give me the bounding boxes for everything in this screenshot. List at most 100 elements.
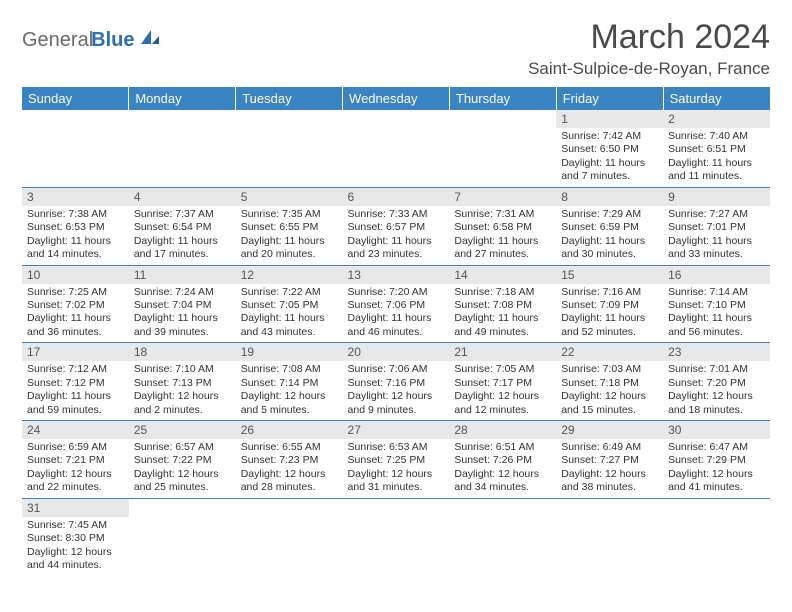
calendar-day-cell: 12Sunrise: 7:22 AMSunset: 7:05 PMDayligh… — [236, 265, 343, 343]
calendar-day-cell: 27Sunrise: 6:53 AMSunset: 7:25 PMDayligh… — [343, 421, 450, 499]
day-info: Sunrise: 7:08 AMSunset: 7:14 PMDaylight:… — [236, 361, 343, 420]
logo: GeneralBlue — [22, 18, 161, 52]
day-number: 25 — [129, 421, 236, 439]
day-number: 29 — [556, 421, 663, 439]
day-info: Sunrise: 7:22 AMSunset: 7:05 PMDaylight:… — [236, 284, 343, 343]
day-number: 12 — [236, 266, 343, 284]
header: GeneralBlue March 2024 Saint-Sulpice-de-… — [22, 18, 770, 79]
day-number: 7 — [449, 188, 556, 206]
day-info: Sunrise: 7:25 AMSunset: 7:02 PMDaylight:… — [22, 284, 129, 343]
calendar-day-cell — [556, 498, 663, 575]
calendar-day-cell: 21Sunrise: 7:05 AMSunset: 7:17 PMDayligh… — [449, 343, 556, 421]
calendar-day-cell — [236, 498, 343, 575]
calendar-day-cell: 19Sunrise: 7:08 AMSunset: 7:14 PMDayligh… — [236, 343, 343, 421]
day-number: 31 — [22, 499, 129, 517]
calendar-day-cell: 18Sunrise: 7:10 AMSunset: 7:13 PMDayligh… — [129, 343, 236, 421]
day-number: 23 — [663, 343, 770, 361]
calendar-day-cell: 23Sunrise: 7:01 AMSunset: 7:20 PMDayligh… — [663, 343, 770, 421]
calendar-day-cell: 31Sunrise: 7:45 AMSunset: 8:30 PMDayligh… — [22, 498, 129, 575]
day-info: Sunrise: 7:16 AMSunset: 7:09 PMDaylight:… — [556, 284, 663, 343]
day-info: Sunrise: 7:31 AMSunset: 6:58 PMDaylight:… — [449, 206, 556, 265]
weekday-header: Saturday — [663, 87, 770, 110]
weekday-header: Thursday — [449, 87, 556, 110]
day-number: 20 — [343, 343, 450, 361]
location-label: Saint-Sulpice-de-Royan, France — [528, 59, 770, 79]
calendar-day-cell — [22, 110, 129, 187]
calendar-day-cell — [449, 498, 556, 575]
calendar-day-cell: 6Sunrise: 7:33 AMSunset: 6:57 PMDaylight… — [343, 187, 450, 265]
day-number: 9 — [663, 188, 770, 206]
calendar-day-cell: 16Sunrise: 7:14 AMSunset: 7:10 PMDayligh… — [663, 265, 770, 343]
day-info: Sunrise: 7:06 AMSunset: 7:16 PMDaylight:… — [343, 361, 450, 420]
day-number: 11 — [129, 266, 236, 284]
day-number: 24 — [22, 421, 129, 439]
day-number: 19 — [236, 343, 343, 361]
day-number: 15 — [556, 266, 663, 284]
calendar-week-row: 31Sunrise: 7:45 AMSunset: 8:30 PMDayligh… — [22, 498, 770, 575]
day-info: Sunrise: 7:29 AMSunset: 6:59 PMDaylight:… — [556, 206, 663, 265]
calendar-day-cell — [663, 498, 770, 575]
day-number: 2 — [663, 110, 770, 128]
calendar-day-cell: 10Sunrise: 7:25 AMSunset: 7:02 PMDayligh… — [22, 265, 129, 343]
day-info: Sunrise: 7:42 AMSunset: 6:50 PMDaylight:… — [556, 128, 663, 187]
weekday-header: Tuesday — [236, 87, 343, 110]
calendar-day-cell: 11Sunrise: 7:24 AMSunset: 7:04 PMDayligh… — [129, 265, 236, 343]
calendar-day-cell: 17Sunrise: 7:12 AMSunset: 7:12 PMDayligh… — [22, 343, 129, 421]
day-info: Sunrise: 6:47 AMSunset: 7:29 PMDaylight:… — [663, 439, 770, 498]
calendar-day-cell: 4Sunrise: 7:37 AMSunset: 6:54 PMDaylight… — [129, 187, 236, 265]
calendar-day-cell: 14Sunrise: 7:18 AMSunset: 7:08 PMDayligh… — [449, 265, 556, 343]
weekday-header: Sunday — [22, 87, 129, 110]
day-number: 21 — [449, 343, 556, 361]
day-number: 13 — [343, 266, 450, 284]
day-info: Sunrise: 7:14 AMSunset: 7:10 PMDaylight:… — [663, 284, 770, 343]
calendar-week-row: 3Sunrise: 7:38 AMSunset: 6:53 PMDaylight… — [22, 187, 770, 265]
day-info: Sunrise: 7:35 AMSunset: 6:55 PMDaylight:… — [236, 206, 343, 265]
day-number: 26 — [236, 421, 343, 439]
day-number: 16 — [663, 266, 770, 284]
calendar-day-cell — [449, 110, 556, 187]
calendar-day-cell: 30Sunrise: 6:47 AMSunset: 7:29 PMDayligh… — [663, 421, 770, 499]
calendar-day-cell — [343, 498, 450, 575]
day-number: 17 — [22, 343, 129, 361]
day-info: Sunrise: 7:05 AMSunset: 7:17 PMDaylight:… — [449, 361, 556, 420]
day-number: 8 — [556, 188, 663, 206]
calendar-day-cell: 24Sunrise: 6:59 AMSunset: 7:21 PMDayligh… — [22, 421, 129, 499]
calendar-table: SundayMondayTuesdayWednesdayThursdayFrid… — [22, 87, 770, 576]
day-info: Sunrise: 7:24 AMSunset: 7:04 PMDaylight:… — [129, 284, 236, 343]
calendar-day-cell: 20Sunrise: 7:06 AMSunset: 7:16 PMDayligh… — [343, 343, 450, 421]
calendar-day-cell: 7Sunrise: 7:31 AMSunset: 6:58 PMDaylight… — [449, 187, 556, 265]
day-info: Sunrise: 7:40 AMSunset: 6:51 PMDaylight:… — [663, 128, 770, 187]
day-number: 5 — [236, 188, 343, 206]
calendar-day-cell: 9Sunrise: 7:27 AMSunset: 7:01 PMDaylight… — [663, 187, 770, 265]
day-info: Sunrise: 7:01 AMSunset: 7:20 PMDaylight:… — [663, 361, 770, 420]
day-info: Sunrise: 6:57 AMSunset: 7:22 PMDaylight:… — [129, 439, 236, 498]
day-info: Sunrise: 7:18 AMSunset: 7:08 PMDaylight:… — [449, 284, 556, 343]
day-info: Sunrise: 6:55 AMSunset: 7:23 PMDaylight:… — [236, 439, 343, 498]
day-number: 3 — [22, 188, 129, 206]
calendar-week-row: 1Sunrise: 7:42 AMSunset: 6:50 PMDaylight… — [22, 110, 770, 187]
calendar-day-cell: 3Sunrise: 7:38 AMSunset: 6:53 PMDaylight… — [22, 187, 129, 265]
title-block: March 2024 Saint-Sulpice-de-Royan, Franc… — [528, 18, 770, 79]
calendar-day-cell — [343, 110, 450, 187]
month-title: March 2024 — [528, 18, 770, 57]
calendar-day-cell: 26Sunrise: 6:55 AMSunset: 7:23 PMDayligh… — [236, 421, 343, 499]
day-number: 28 — [449, 421, 556, 439]
calendar-day-cell: 1Sunrise: 7:42 AMSunset: 6:50 PMDaylight… — [556, 110, 663, 187]
calendar-day-cell: 5Sunrise: 7:35 AMSunset: 6:55 PMDaylight… — [236, 187, 343, 265]
calendar-week-row: 10Sunrise: 7:25 AMSunset: 7:02 PMDayligh… — [22, 265, 770, 343]
day-info: Sunrise: 7:12 AMSunset: 7:12 PMDaylight:… — [22, 361, 129, 420]
day-number: 22 — [556, 343, 663, 361]
day-number: 27 — [343, 421, 450, 439]
day-info: Sunrise: 6:51 AMSunset: 7:26 PMDaylight:… — [449, 439, 556, 498]
weekday-header: Monday — [129, 87, 236, 110]
calendar-day-cell: 25Sunrise: 6:57 AMSunset: 7:22 PMDayligh… — [129, 421, 236, 499]
calendar-body: 1Sunrise: 7:42 AMSunset: 6:50 PMDaylight… — [22, 110, 770, 576]
day-number: 4 — [129, 188, 236, 206]
day-number: 6 — [343, 188, 450, 206]
day-info: Sunrise: 7:27 AMSunset: 7:01 PMDaylight:… — [663, 206, 770, 265]
calendar-week-row: 24Sunrise: 6:59 AMSunset: 7:21 PMDayligh… — [22, 421, 770, 499]
calendar-day-cell: 8Sunrise: 7:29 AMSunset: 6:59 PMDaylight… — [556, 187, 663, 265]
calendar-day-cell: 15Sunrise: 7:16 AMSunset: 7:09 PMDayligh… — [556, 265, 663, 343]
calendar-day-cell: 28Sunrise: 6:51 AMSunset: 7:26 PMDayligh… — [449, 421, 556, 499]
day-info: Sunrise: 6:49 AMSunset: 7:27 PMDaylight:… — [556, 439, 663, 498]
